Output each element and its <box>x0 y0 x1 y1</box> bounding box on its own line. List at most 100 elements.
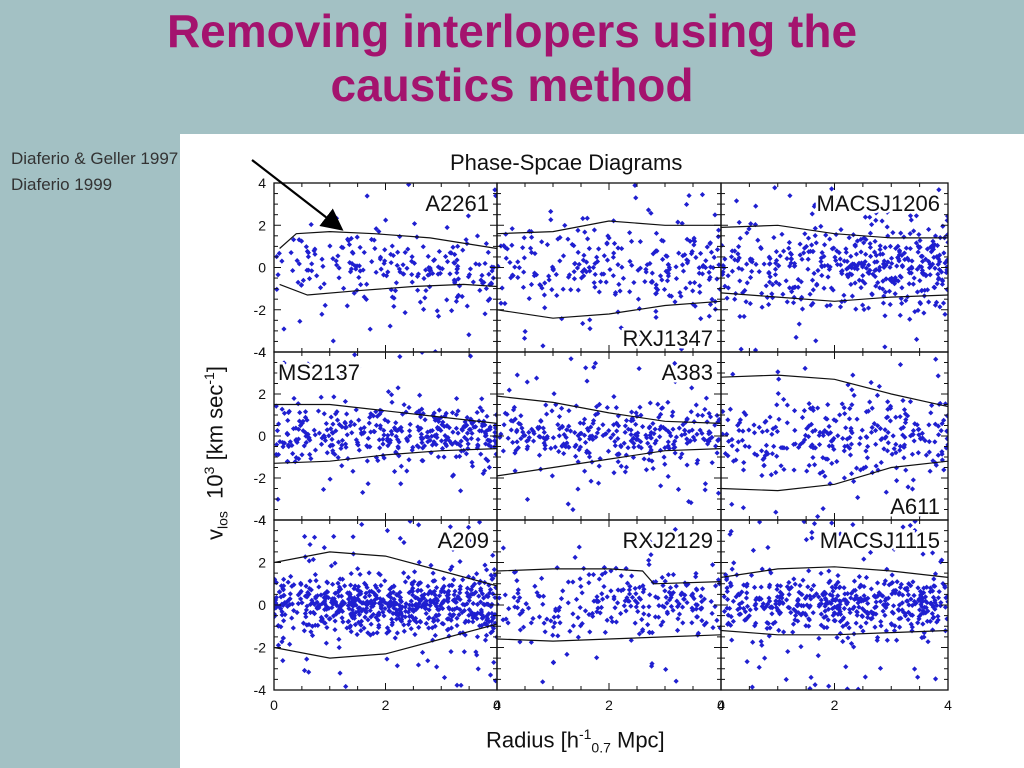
data-point <box>700 264 706 270</box>
data-point <box>867 399 873 405</box>
data-point <box>859 278 866 284</box>
data-point <box>759 566 765 572</box>
data-point <box>502 300 508 307</box>
data-point <box>423 620 429 627</box>
data-point <box>825 401 831 408</box>
caustic-lower <box>721 292 948 302</box>
data-point <box>737 313 743 320</box>
data-point <box>867 241 873 247</box>
data-point <box>353 437 359 443</box>
data-point <box>627 230 633 236</box>
data-point <box>846 235 852 241</box>
data-point <box>690 607 696 613</box>
data-point <box>724 577 730 583</box>
data-point <box>798 644 804 650</box>
data-point <box>318 614 324 620</box>
data-point <box>872 273 878 280</box>
data-point <box>274 603 281 609</box>
data-point <box>810 287 816 293</box>
data-point <box>800 577 806 583</box>
data-point <box>353 602 359 608</box>
data-point <box>753 606 759 612</box>
data-point <box>447 271 453 277</box>
data-point <box>807 593 813 599</box>
data-point <box>702 481 709 487</box>
data-point <box>475 442 481 448</box>
data-point <box>791 467 797 473</box>
x-tick-label: 4 <box>944 697 952 713</box>
data-point <box>927 272 933 278</box>
data-point <box>695 412 701 418</box>
data-point <box>560 253 567 259</box>
data-point <box>450 429 456 435</box>
data-point <box>802 437 808 443</box>
data-point <box>580 320 586 327</box>
data-point <box>556 413 563 420</box>
data-point <box>878 623 884 629</box>
data-point <box>591 227 597 233</box>
data-point <box>348 629 354 635</box>
data-point <box>372 600 378 606</box>
data-point <box>798 279 804 285</box>
data-point <box>680 268 687 274</box>
data-point <box>908 217 914 223</box>
data-point <box>930 458 936 464</box>
data-point <box>395 444 401 450</box>
data-point <box>579 620 585 627</box>
data-point <box>908 596 914 602</box>
data-point <box>364 584 370 591</box>
data-point <box>697 250 704 257</box>
data-point <box>675 486 682 492</box>
data-point <box>854 609 860 615</box>
data-point <box>812 225 818 232</box>
data-point <box>631 444 637 450</box>
data-point <box>788 256 795 262</box>
data-point <box>902 256 908 263</box>
data-point <box>853 465 860 471</box>
data-point <box>318 618 324 624</box>
data-point <box>346 591 352 597</box>
data-point <box>333 428 339 434</box>
data-point <box>665 572 672 578</box>
data-point <box>714 450 720 456</box>
data-point <box>773 260 779 266</box>
data-point <box>510 407 517 413</box>
y-label-units: [km sec <box>202 384 228 461</box>
data-point <box>890 230 896 236</box>
data-point <box>444 224 450 231</box>
data-point <box>305 589 311 596</box>
data-point <box>356 588 362 594</box>
data-point <box>611 394 617 400</box>
data-point <box>409 271 415 278</box>
data-point <box>540 679 546 685</box>
data-point <box>436 607 442 613</box>
data-point <box>677 454 684 461</box>
data-point <box>404 265 410 271</box>
data-point <box>332 560 338 566</box>
data-point <box>298 581 304 588</box>
data-point <box>746 613 752 619</box>
data-point <box>846 445 853 451</box>
data-point <box>557 620 563 626</box>
data-point <box>919 590 926 596</box>
data-point <box>317 285 324 291</box>
data-point <box>767 260 773 267</box>
data-point <box>280 586 286 592</box>
data-point <box>614 600 621 606</box>
data-point <box>419 595 425 602</box>
data-point <box>503 616 509 622</box>
data-point <box>510 439 516 446</box>
data-point <box>539 285 545 291</box>
data-point <box>406 428 413 434</box>
caustic-lower <box>279 283 497 296</box>
data-point <box>321 411 327 417</box>
data-point <box>330 613 337 619</box>
data-point <box>611 250 617 256</box>
data-point <box>319 600 325 607</box>
data-point <box>810 454 816 461</box>
data-point <box>399 616 405 622</box>
data-point <box>287 641 293 647</box>
data-point <box>776 281 782 287</box>
data-point <box>409 602 415 608</box>
data-point <box>439 266 445 272</box>
